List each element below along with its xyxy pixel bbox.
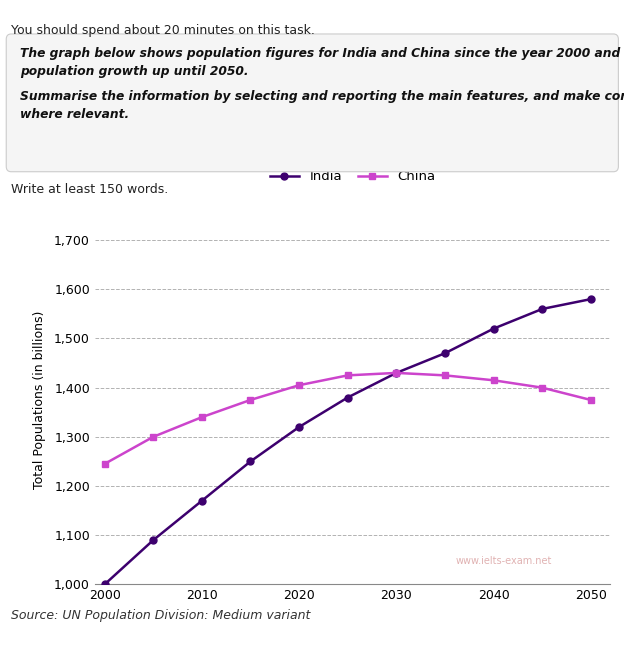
- Line: China: China: [101, 370, 594, 468]
- India: [344, 394, 351, 402]
- China: [150, 433, 157, 441]
- India: [392, 369, 400, 377]
- Legend: India, China: India, China: [265, 165, 441, 189]
- India: [490, 325, 497, 332]
- India: [198, 497, 205, 505]
- Text: www.ielts-exam.net: www.ielts-exam.net: [456, 556, 552, 566]
- India: [587, 295, 595, 303]
- Y-axis label: Total Populations (in billions): Total Populations (in billions): [33, 311, 46, 489]
- India: [246, 458, 254, 466]
- India: [441, 349, 449, 357]
- China: [295, 381, 303, 389]
- Text: Write at least 150 words.: Write at least 150 words.: [11, 183, 168, 196]
- Title: Population growth in India and China: Population growth in India and China: [165, 149, 540, 167]
- China: [441, 372, 449, 379]
- China: [392, 369, 400, 377]
- China: [539, 384, 546, 392]
- Text: Summarise the information by selecting and reporting the main features, and make: Summarise the information by selecting a…: [20, 90, 624, 121]
- China: [344, 372, 351, 379]
- China: [246, 396, 254, 404]
- Text: The graph below shows population figures for India and China since the year 2000: The graph below shows population figures…: [20, 47, 624, 78]
- Line: India: India: [101, 296, 594, 588]
- India: [539, 305, 546, 313]
- India: [101, 581, 109, 588]
- Text: You should spend about 20 minutes on this task.: You should spend about 20 minutes on thi…: [11, 24, 315, 37]
- India: [295, 423, 303, 431]
- China: [587, 396, 595, 404]
- India: [150, 536, 157, 544]
- China: [198, 413, 205, 421]
- China: [490, 376, 497, 384]
- China: [101, 460, 109, 468]
- Text: Source: UN Population Division: Medium variant: Source: UN Population Division: Medium v…: [11, 609, 311, 622]
